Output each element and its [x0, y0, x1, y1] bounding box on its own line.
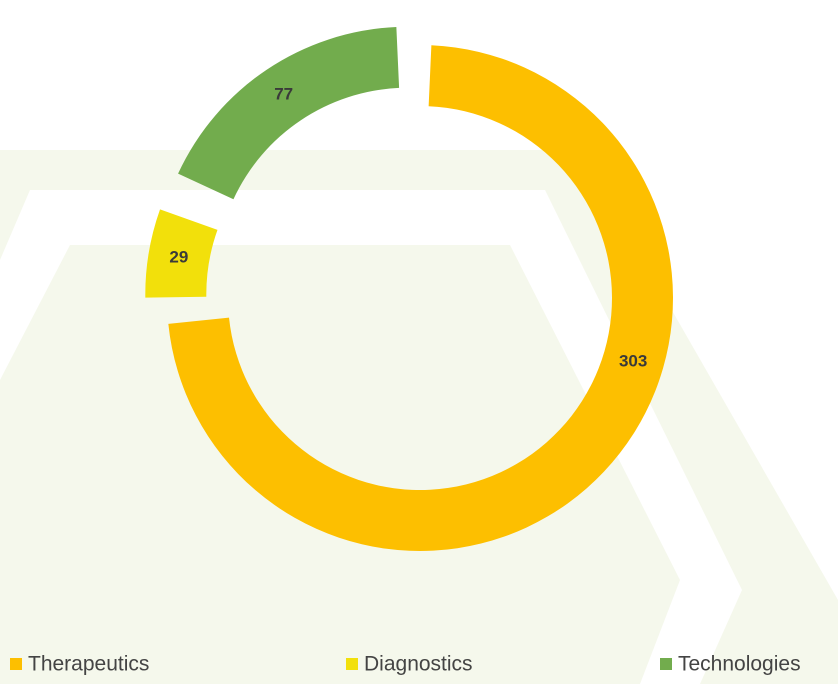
- legend-label: Therapeutics: [28, 653, 149, 676]
- background-shapes: [0, 150, 838, 684]
- donut-slice: [145, 209, 218, 298]
- slice-value-label: 29: [169, 247, 188, 266]
- legend-label: Technologies: [678, 653, 801, 676]
- legend-label: Diagnostics: [364, 653, 473, 676]
- donut-slice: [178, 26, 400, 200]
- slice-value-label: 77: [274, 85, 293, 104]
- legend-swatch: [346, 658, 358, 670]
- legend-swatch: [10, 658, 22, 670]
- slice-value-label: 303: [619, 351, 647, 370]
- legend-swatch: [660, 658, 672, 670]
